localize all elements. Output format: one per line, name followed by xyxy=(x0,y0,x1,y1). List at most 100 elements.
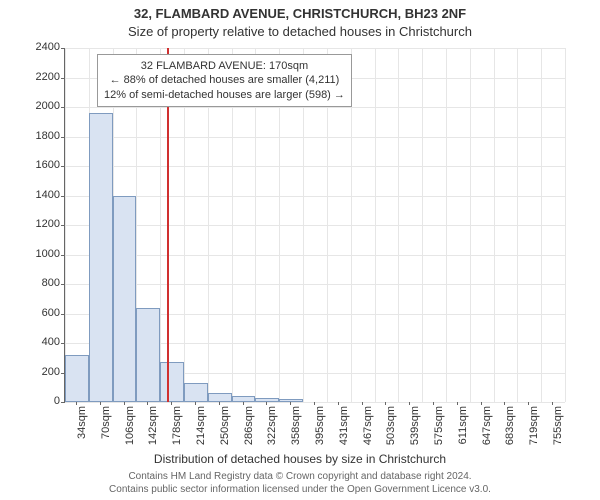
x-tick-label: 395sqm xyxy=(314,406,326,466)
gridline-h xyxy=(65,48,565,49)
y-tick-mark xyxy=(61,196,64,197)
histogram-bar xyxy=(160,362,184,402)
gridline-h xyxy=(65,402,565,403)
gridline-h xyxy=(65,107,565,108)
y-tick-mark xyxy=(61,137,64,138)
histogram-bar xyxy=(113,196,137,403)
x-tick-mark xyxy=(76,402,77,405)
y-tick-label: 200 xyxy=(4,366,60,378)
x-tick-mark xyxy=(243,402,244,405)
x-tick-label: 70sqm xyxy=(100,406,112,466)
x-tick-label: 250sqm xyxy=(219,406,231,466)
x-tick-label: 575sqm xyxy=(433,406,445,466)
histogram-bar xyxy=(208,393,232,402)
y-tick-mark xyxy=(61,78,64,79)
gridline-h xyxy=(65,255,565,256)
x-tick-label: 611sqm xyxy=(457,406,469,466)
y-tick-mark xyxy=(61,107,64,108)
x-tick-label: 647sqm xyxy=(481,406,493,466)
x-tick-label: 178sqm xyxy=(171,406,183,466)
x-tick-mark xyxy=(314,402,315,405)
x-tick-mark xyxy=(481,402,482,405)
y-tick-label: 800 xyxy=(4,277,60,289)
x-tick-label: 286sqm xyxy=(243,406,255,466)
x-tick-label: 322sqm xyxy=(266,406,278,466)
gridline-v xyxy=(494,48,495,402)
y-tick-mark xyxy=(61,373,64,374)
gridline-v xyxy=(470,48,471,402)
x-tick-mark xyxy=(338,402,339,405)
y-tick-mark xyxy=(61,255,64,256)
histogram-bar xyxy=(89,113,113,402)
x-tick-label: 719sqm xyxy=(528,406,540,466)
x-tick-mark xyxy=(266,402,267,405)
gridline-v xyxy=(65,48,66,402)
chart-container: 32, FLAMBARD AVENUE, CHRISTCHURCH, BH23 … xyxy=(0,0,600,500)
y-tick-label: 2000 xyxy=(4,100,60,112)
y-tick-mark xyxy=(61,48,64,49)
y-tick-mark xyxy=(61,166,64,167)
x-tick-mark xyxy=(457,402,458,405)
footer-attribution: Contains HM Land Registry data © Crown c… xyxy=(0,470,600,496)
annotation-box: 32 FLAMBARD AVENUE: 170sqm← 88% of detac… xyxy=(97,54,352,107)
x-tick-label: 539sqm xyxy=(409,406,421,466)
x-tick-mark xyxy=(124,402,125,405)
x-tick-mark xyxy=(147,402,148,405)
x-tick-mark xyxy=(219,402,220,405)
y-tick-label: 0 xyxy=(4,395,60,407)
y-tick-label: 600 xyxy=(4,307,60,319)
y-tick-label: 2200 xyxy=(4,71,60,83)
x-tick-label: 358sqm xyxy=(290,406,302,466)
annotation-line2: ← 88% of detached houses are smaller (4,… xyxy=(104,73,345,87)
y-tick-mark xyxy=(61,402,64,403)
gridline-v xyxy=(517,48,518,402)
y-tick-mark xyxy=(61,284,64,285)
gridline-v xyxy=(398,48,399,402)
x-tick-mark xyxy=(528,402,529,405)
y-tick-label: 400 xyxy=(4,336,60,348)
gridline-h xyxy=(65,137,565,138)
x-tick-label: 106sqm xyxy=(124,406,136,466)
annotation-line1: 32 FLAMBARD AVENUE: 170sqm xyxy=(104,59,345,73)
gridline-h xyxy=(65,225,565,226)
x-tick-mark xyxy=(409,402,410,405)
x-tick-mark xyxy=(504,402,505,405)
x-tick-mark xyxy=(171,402,172,405)
y-tick-label: 1200 xyxy=(4,218,60,230)
footer-line-2: Contains public sector information licen… xyxy=(0,483,600,496)
x-tick-label: 142sqm xyxy=(147,406,159,466)
y-tick-mark xyxy=(61,225,64,226)
x-tick-label: 467sqm xyxy=(362,406,374,466)
y-tick-label: 1000 xyxy=(4,248,60,260)
histogram-bar xyxy=(65,355,89,402)
y-tick-label: 1400 xyxy=(4,189,60,201)
footer-line-1: Contains HM Land Registry data © Crown c… xyxy=(0,470,600,483)
chart-title-address: 32, FLAMBARD AVENUE, CHRISTCHURCH, BH23 … xyxy=(0,6,600,21)
gridline-v xyxy=(422,48,423,402)
x-tick-label: 34sqm xyxy=(76,406,88,466)
x-tick-label: 755sqm xyxy=(552,406,564,466)
y-tick-label: 1800 xyxy=(4,130,60,142)
gridline-v xyxy=(375,48,376,402)
x-tick-label: 503sqm xyxy=(385,406,397,466)
histogram-bar xyxy=(184,383,208,402)
gridline-h xyxy=(65,166,565,167)
x-tick-mark xyxy=(195,402,196,405)
y-tick-label: 1600 xyxy=(4,159,60,171)
x-tick-mark xyxy=(100,402,101,405)
chart-subtitle: Size of property relative to detached ho… xyxy=(0,24,600,39)
y-tick-mark xyxy=(61,314,64,315)
gridline-h xyxy=(65,196,565,197)
gridline-v xyxy=(446,48,447,402)
histogram-bar xyxy=(136,308,160,402)
x-tick-mark xyxy=(362,402,363,405)
gridline-v xyxy=(541,48,542,402)
x-tick-label: 431sqm xyxy=(338,406,350,466)
x-tick-mark xyxy=(552,402,553,405)
gridline-h xyxy=(65,284,565,285)
y-tick-label: 2400 xyxy=(4,41,60,53)
y-tick-mark xyxy=(61,343,64,344)
gridline-v xyxy=(565,48,566,402)
x-tick-label: 214sqm xyxy=(195,406,207,466)
x-tick-label: 683sqm xyxy=(504,406,516,466)
